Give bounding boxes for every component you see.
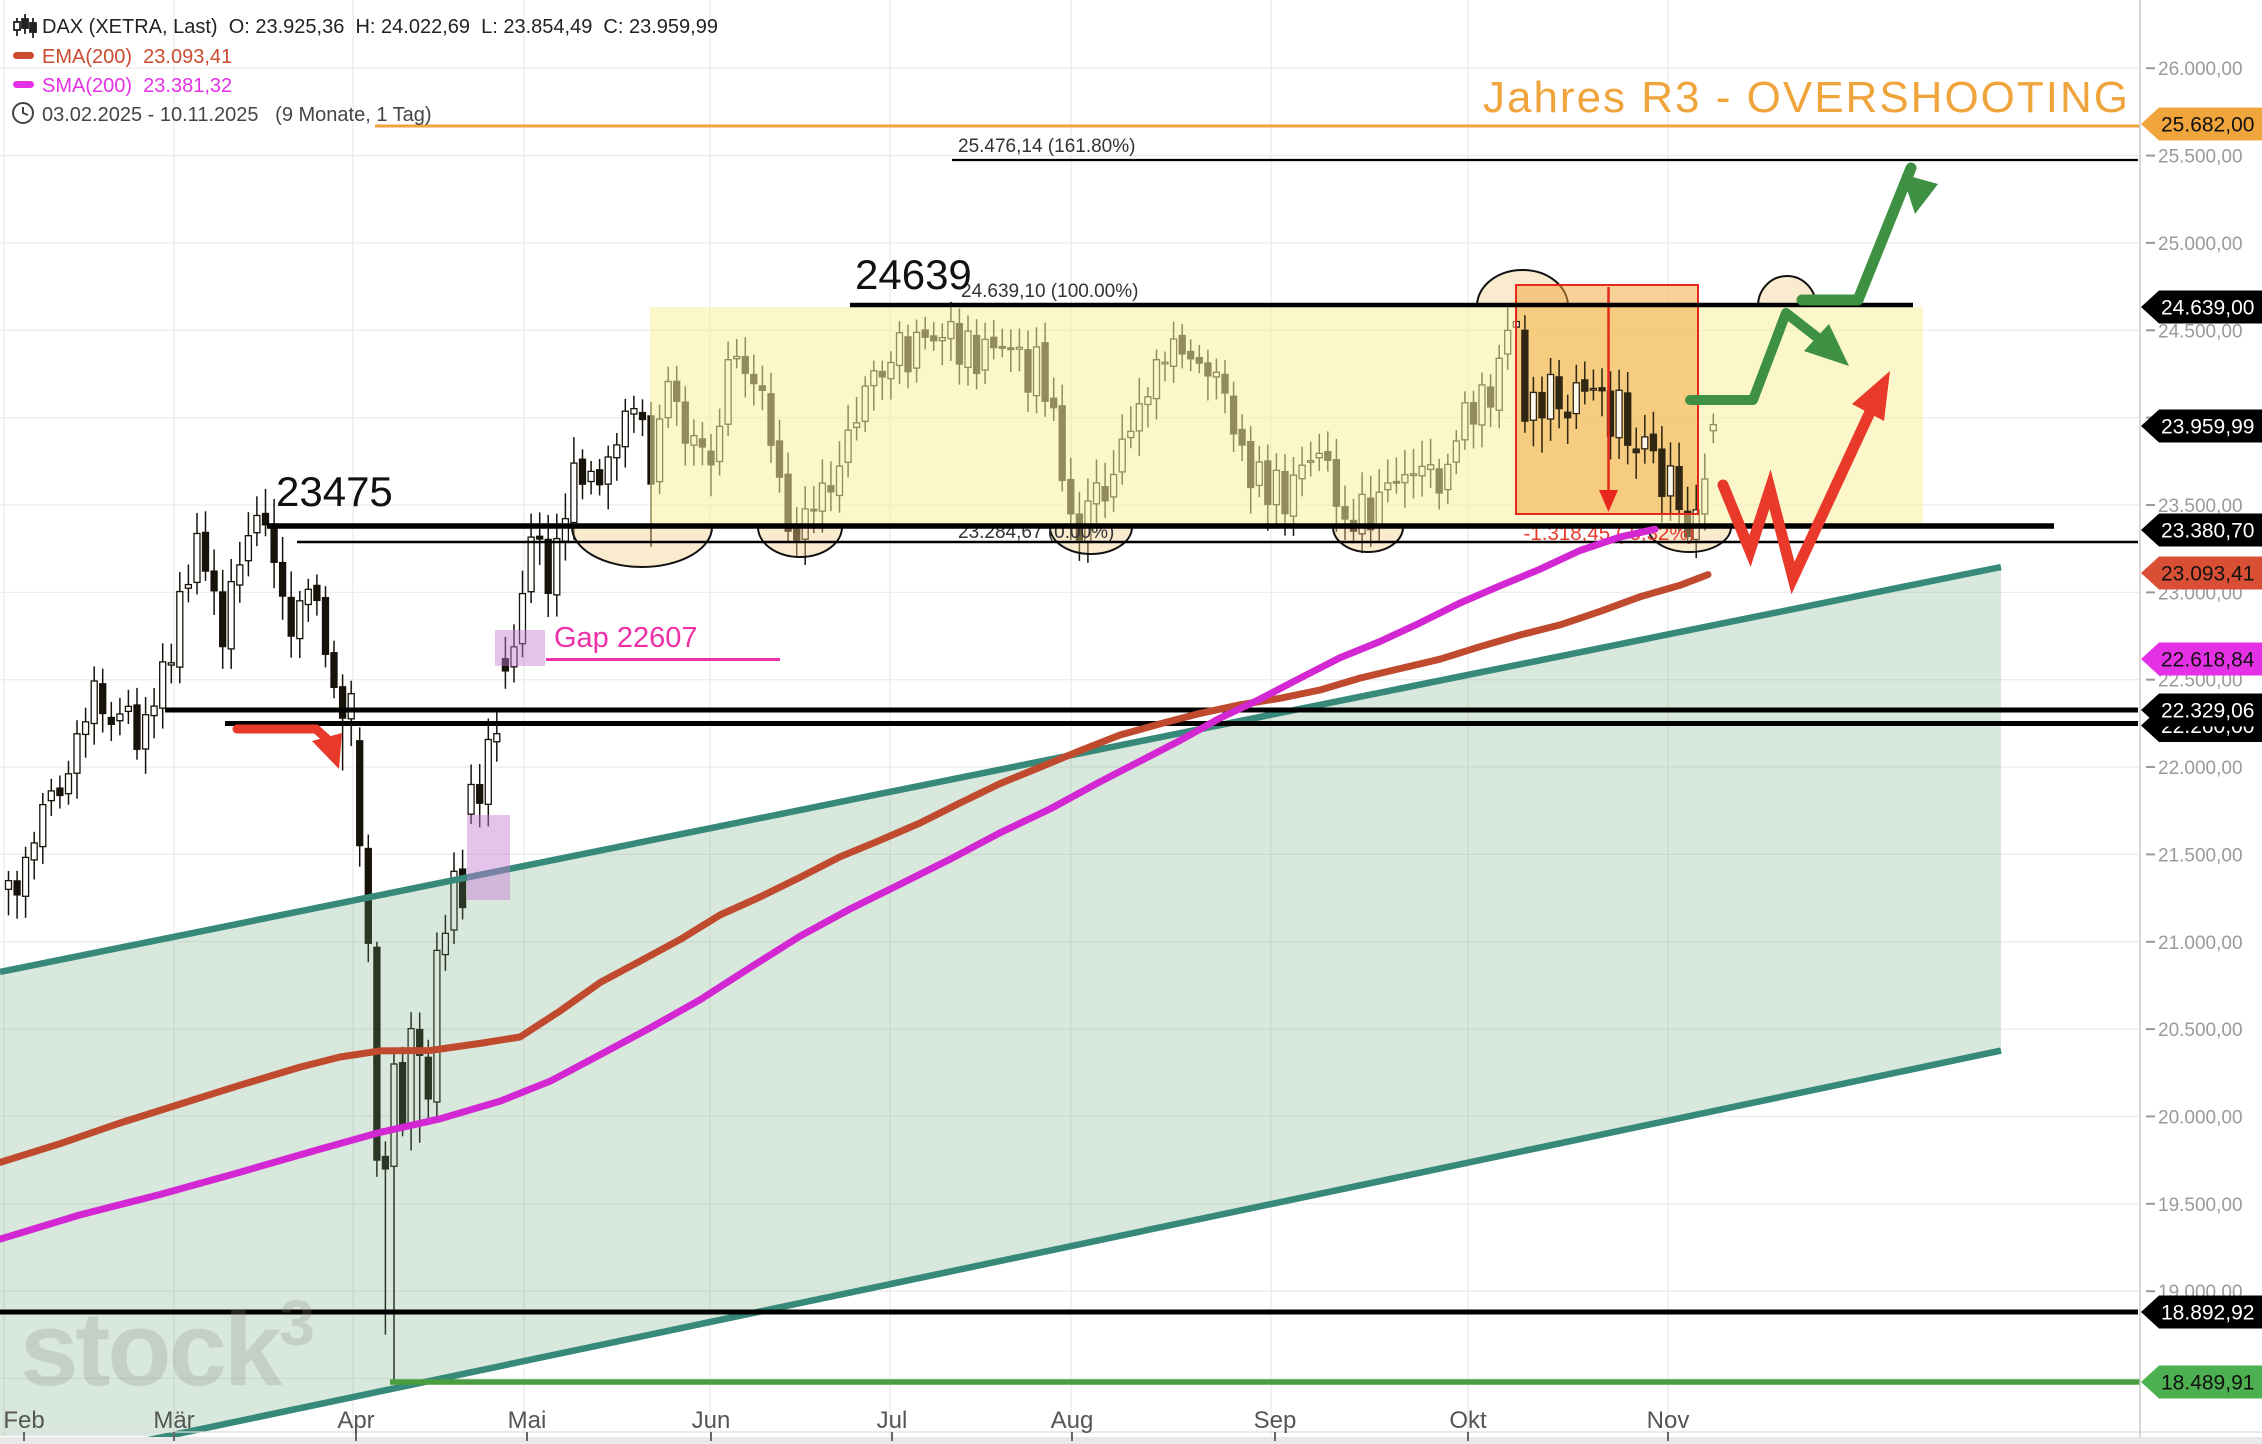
svg-text:stock3: stock3 <box>20 1287 313 1408</box>
svg-text:22.618,84: 22.618,84 <box>2161 649 2255 672</box>
svg-text:19.500,00: 19.500,00 <box>2158 1195 2243 1216</box>
svg-text:Apr: Apr <box>337 1407 374 1434</box>
svg-text:25.476,14 (161.80%): 25.476,14 (161.80%) <box>958 136 1135 157</box>
svg-text:Jun: Jun <box>692 1407 731 1434</box>
svg-text:23.959,99: 23.959,99 <box>2161 416 2254 439</box>
svg-text:DAX (XETRA, Last) O: 23.925,3: DAX (XETRA, Last) O: 23.925,36 H: 24.022… <box>42 16 718 38</box>
svg-text:20.500,00: 20.500,00 <box>2158 1020 2243 1041</box>
svg-text:26.000,00: 26.000,00 <box>2158 59 2243 80</box>
svg-text:Feb: Feb <box>3 1407 44 1434</box>
svg-text:Gap 22607: Gap 22607 <box>554 622 698 654</box>
svg-text:24.639,00: 24.639,00 <box>2161 297 2254 320</box>
svg-text:24639: 24639 <box>855 251 972 298</box>
svg-text:18.892,92: 18.892,92 <box>2161 1302 2254 1325</box>
svg-text:25.682,00: 25.682,00 <box>2161 114 2254 137</box>
svg-text:23.500,00: 23.500,00 <box>2158 496 2243 517</box>
svg-text:18.489,91: 18.489,91 <box>2161 1372 2254 1395</box>
svg-text:24.500,00: 24.500,00 <box>2158 321 2243 342</box>
svg-text:03.02.2025 - 10.11.2025 (9 M: 03.02.2025 - 10.11.2025 (9 Monate, 1 Tag… <box>42 104 432 126</box>
svg-text:SMA(200) 23.381,32: SMA(200) 23.381,32 <box>42 75 232 97</box>
svg-text:23.380,70: 23.380,70 <box>2161 520 2254 543</box>
svg-text:22.000,00: 22.000,00 <box>2158 758 2243 779</box>
svg-text:Jahres R3 - OVERSHOOTING: Jahres R3 - OVERSHOOTING <box>1483 73 2130 122</box>
svg-text:21.500,00: 21.500,00 <box>2158 845 2243 866</box>
svg-text:22.329,06: 22.329,06 <box>2161 700 2254 723</box>
svg-text:Mär: Mär <box>153 1407 194 1434</box>
svg-text:23475: 23475 <box>276 468 393 515</box>
svg-text:21.000,00: 21.000,00 <box>2158 933 2243 954</box>
svg-text:Mai: Mai <box>508 1407 547 1434</box>
svg-text:Jul: Jul <box>877 1407 908 1434</box>
svg-text:Aug: Aug <box>1051 1407 1094 1434</box>
svg-text:EMA(200) 23.093,41: EMA(200) 23.093,41 <box>42 46 232 68</box>
svg-text:25.000,00: 25.000,00 <box>2158 234 2243 255</box>
svg-text:24.639,10 (100.00%): 24.639,10 (100.00%) <box>961 281 1138 302</box>
svg-text:22.500,00: 22.500,00 <box>2158 671 2243 692</box>
svg-text:23.093,41: 23.093,41 <box>2161 563 2254 586</box>
svg-text:Sep: Sep <box>1254 1407 1297 1434</box>
svg-text:Nov: Nov <box>1647 1407 1690 1434</box>
svg-text:Okt: Okt <box>1449 1407 1487 1434</box>
svg-text:20.000,00: 20.000,00 <box>2158 1107 2243 1128</box>
svg-text:25.500,00: 25.500,00 <box>2158 147 2243 168</box>
